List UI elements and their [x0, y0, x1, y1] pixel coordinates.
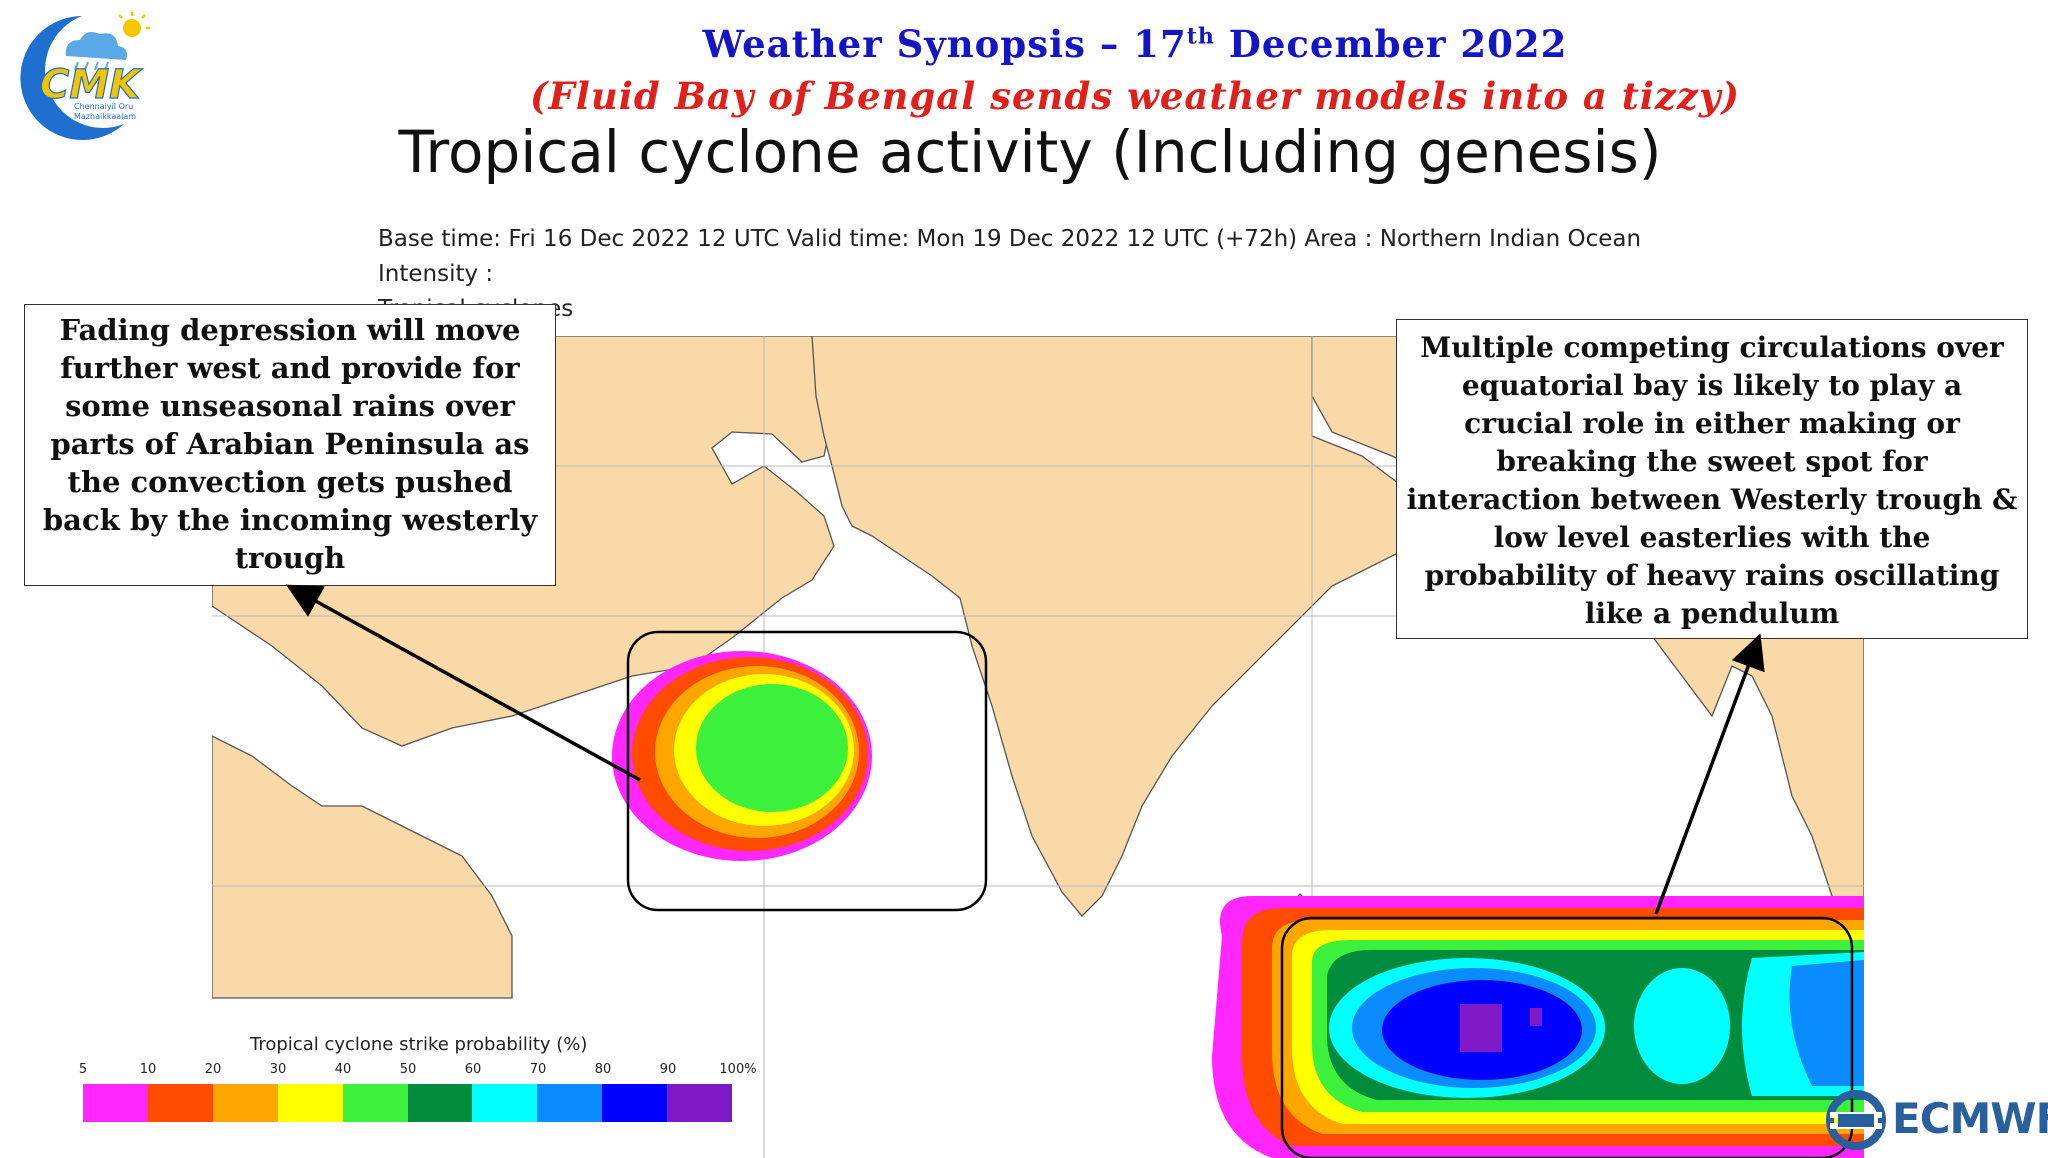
ecmwf-wordmark: ECMWF [1892, 1094, 2048, 1143]
callout-equatorial-bay: Multiple competing circulations over equ… [1396, 319, 2028, 639]
cloud-icon [65, 32, 127, 60]
legend-swatch [212, 1084, 278, 1122]
legend-tick: 40 [334, 1062, 352, 1077]
legend-tick: 90 [659, 1062, 677, 1077]
legend-tick: 10 [139, 1062, 157, 1077]
equatorial-bay-outline [1280, 916, 1854, 1158]
legend-swatch [147, 1084, 213, 1122]
base-time-text: Base time: Fri 16 Dec 2022 12 UTC Valid … [378, 222, 1708, 327]
logo-letters: CMK [40, 62, 143, 108]
crescent-moon-icon [20, 16, 124, 140]
legend-tick: 30 [269, 1062, 287, 1077]
legend-swatch [83, 1084, 148, 1122]
legend-swatch [537, 1084, 603, 1122]
arabian-sea-probability-blob [612, 651, 872, 861]
legend-swatch [602, 1084, 668, 1122]
cmk-logo: CMK Chennaiyil Oru Mazhaikkaalam [20, 12, 150, 140]
product-title: Tropical cyclone activity (Including gen… [398, 118, 1662, 186]
legend-swatch [472, 1084, 538, 1122]
callout-arabian-peninsula: Fading depression will move further west… [24, 304, 556, 586]
legend-tick: 5 [78, 1062, 88, 1077]
legend-swatch [277, 1084, 343, 1122]
legend-title: Tropical cyclone strike probability (%) [250, 1034, 588, 1055]
legend-tick: 60 [464, 1062, 482, 1077]
legend-tick: 100% [719, 1062, 757, 1077]
ecmwf-emblem-icon [1826, 1090, 1886, 1150]
ecmwf-logo: ECMWF [1826, 1088, 2048, 1152]
legend-swatch [667, 1084, 733, 1122]
legend-tick: 70 [529, 1062, 547, 1077]
legend-swatch [407, 1084, 473, 1122]
legend-ticks: 5 10 20 30 40 50 60 70 80 90 100% [60, 1062, 780, 1082]
bay-of-bengal-probability-blob [1212, 896, 1864, 1158]
page-subtitle: (Fluid Bay of Bengal sends weather model… [530, 74, 1740, 118]
legend-tick: 80 [594, 1062, 612, 1077]
page-title: Weather Synopsis – 17th December 2022 [702, 22, 1568, 66]
logo-line1: Chennaiyil Oru [74, 102, 133, 111]
legend-color-bar [83, 1084, 733, 1122]
legend-swatch [342, 1084, 408, 1122]
legend-tick: 50 [399, 1062, 417, 1077]
legend-tick: 20 [204, 1062, 222, 1077]
base-time-line1: Base time: Fri 16 Dec 2022 12 UTC Valid … [378, 226, 1642, 287]
sun-icon [123, 19, 141, 37]
land-horn-africa [212, 735, 513, 999]
logo-line2: Mazhaikkaalam [74, 112, 136, 121]
